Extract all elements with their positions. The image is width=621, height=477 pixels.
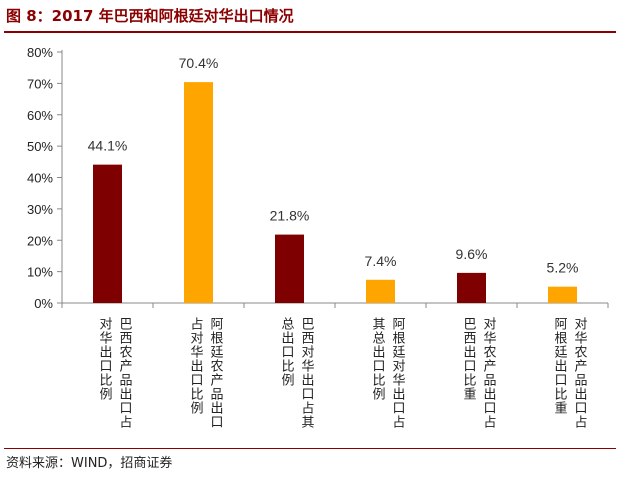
bar-value-label: 44.1% bbox=[88, 138, 128, 154]
x-category-label: 对华农产品出口占阿根廷出口比重 bbox=[551, 317, 587, 429]
y-tick-label: 40% bbox=[27, 171, 53, 186]
y-tick-label: 60% bbox=[27, 108, 53, 123]
bar-value-label: 9.6% bbox=[456, 246, 488, 262]
source-note: 资料来源：WIND，招商证券 bbox=[6, 456, 173, 471]
x-category-label: 阿根廷对华出口占其总出口比例 bbox=[369, 317, 405, 429]
title-divider bbox=[4, 31, 616, 33]
x-category-label: 阿根廷农产品出口占对华出口比例 bbox=[187, 317, 223, 429]
footer-divider bbox=[4, 448, 616, 449]
y-tick-label: 80% bbox=[27, 45, 53, 60]
x-category-label: 对华农产品出口占巴西出口比重 bbox=[460, 317, 496, 429]
y-tick-label: 50% bbox=[27, 139, 53, 154]
bar bbox=[548, 286, 577, 303]
bar bbox=[93, 164, 122, 303]
bar bbox=[184, 82, 213, 304]
figure-title: 图 8：2017 年巴西和阿根廷对华出口情况 bbox=[6, 7, 294, 25]
x-category-label: 巴西农产品出口占对华出口比例 bbox=[96, 317, 132, 429]
bar-chart: 0% 10% 20% 30% 40% 50% 60% 70% 80% 44.1% 70.4% 21.… bbox=[27, 45, 609, 311]
y-tick-label: 20% bbox=[27, 233, 53, 248]
y-tick-label: 0% bbox=[34, 296, 53, 311]
x-category-label: 巴西对华出口占其总出口比例 bbox=[278, 317, 314, 429]
bar-value-label: 7.4% bbox=[365, 253, 397, 269]
bar-value-label: 5.2% bbox=[547, 260, 579, 276]
y-tick-label: 70% bbox=[27, 76, 53, 91]
y-tick-label: 30% bbox=[27, 202, 53, 217]
bar-value-label: 70.4% bbox=[179, 55, 219, 71]
y-tick-label: 10% bbox=[27, 265, 53, 280]
bar-value-label: 21.8% bbox=[270, 208, 310, 224]
bar bbox=[366, 279, 395, 303]
bar bbox=[457, 272, 486, 303]
bar bbox=[275, 234, 304, 303]
